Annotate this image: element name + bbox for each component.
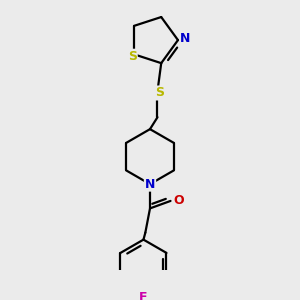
Text: F: F: [139, 291, 148, 300]
Text: S: S: [128, 50, 137, 63]
Text: N: N: [180, 32, 190, 45]
Text: O: O: [174, 194, 184, 206]
Text: S: S: [155, 86, 164, 100]
Text: N: N: [145, 178, 155, 191]
